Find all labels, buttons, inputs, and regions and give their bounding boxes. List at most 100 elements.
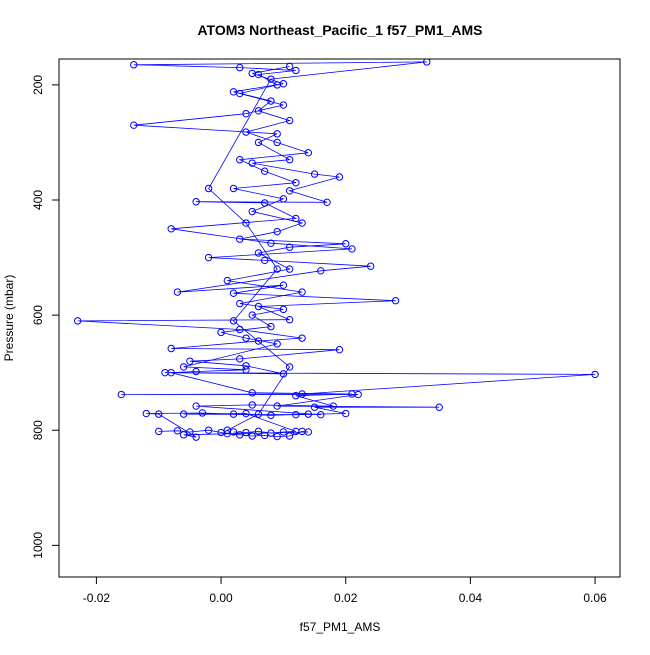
data-point — [236, 156, 244, 164]
data-point — [285, 187, 294, 195]
data-point — [130, 121, 138, 129]
data-point — [591, 370, 599, 379]
data-point — [242, 362, 250, 370]
data-point — [192, 402, 200, 410]
data-point — [273, 265, 281, 273]
data-point — [267, 97, 275, 105]
data-point — [304, 149, 313, 157]
data-point — [217, 328, 225, 337]
plot-frame — [58, 58, 621, 578]
data-point — [273, 227, 281, 236]
data-point — [229, 317, 238, 325]
data-point — [204, 426, 213, 434]
data-point — [298, 334, 306, 342]
data-point — [435, 403, 443, 411]
data-point — [179, 410, 188, 418]
data-point — [285, 316, 294, 324]
series-line — [146, 66, 353, 438]
data-point — [329, 402, 337, 410]
data-point — [236, 299, 244, 308]
data-point — [155, 427, 163, 436]
data-point — [348, 245, 356, 253]
series-line — [77, 61, 596, 434]
data-point — [236, 63, 244, 72]
data-point — [261, 431, 269, 440]
data-point — [298, 288, 306, 296]
data-point — [236, 431, 244, 439]
x-axis: -0.02 0.00 0.02 0.04 0.06 — [83, 577, 607, 605]
data-point — [173, 427, 182, 435]
x-tick-label: 0.06 — [583, 591, 607, 605]
data-point — [229, 88, 238, 96]
data-point — [242, 219, 250, 227]
data-point — [273, 340, 281, 348]
data-point — [167, 344, 175, 353]
data-point — [279, 305, 288, 314]
data-point — [179, 431, 188, 439]
x-axis-label: f57_PM1_AMS — [300, 620, 381, 634]
data-point — [242, 128, 250, 136]
data-point — [273, 138, 281, 147]
data-point — [267, 322, 275, 331]
y-tick-label: 400 — [31, 190, 45, 210]
data-point — [242, 409, 250, 418]
data-point — [335, 173, 344, 181]
data-point — [248, 69, 256, 78]
data-point — [285, 432, 294, 440]
x-tick-label: 0.00 — [209, 591, 233, 605]
data-point — [279, 370, 288, 378]
data-point — [348, 390, 356, 398]
chart-title: ATOM3 Northeast_Pacific_1 f57_PM1_AMS — [197, 22, 482, 38]
data-point — [198, 409, 207, 417]
data-point — [130, 61, 138, 69]
data-point — [292, 179, 300, 187]
data-point — [248, 389, 256, 397]
data-point — [167, 225, 175, 233]
data-point — [310, 170, 319, 178]
data-point — [254, 249, 263, 257]
data-point — [279, 281, 288, 289]
data-point — [342, 240, 350, 248]
data-point — [317, 410, 325, 419]
data-point — [254, 410, 263, 418]
y-axis: 200 400 600 800 1000 — [31, 75, 59, 559]
data-point — [279, 195, 288, 203]
data-point — [273, 402, 281, 410]
data-point — [310, 403, 319, 411]
y-axis-label: Pressure (mbar) — [2, 275, 16, 362]
data-point — [254, 427, 263, 436]
data-point — [285, 62, 294, 71]
data-point — [279, 80, 288, 88]
data-point — [236, 355, 244, 363]
data-point — [223, 276, 232, 285]
y-tick-label: 600 — [31, 305, 45, 325]
data-point — [267, 411, 275, 419]
data-point — [335, 345, 344, 354]
data-point — [254, 107, 263, 115]
data-point — [292, 66, 300, 75]
data-point — [142, 409, 150, 418]
data-point — [192, 367, 200, 376]
data-point — [304, 428, 313, 436]
data-point — [173, 288, 182, 296]
data-point — [74, 317, 82, 325]
data-point — [285, 363, 294, 371]
data-point — [391, 297, 400, 305]
data-point — [292, 392, 300, 400]
plot-clip-group — [74, 59, 599, 441]
data-point — [317, 267, 325, 275]
data-point — [117, 390, 126, 399]
data-point — [267, 239, 275, 247]
data-point — [229, 410, 238, 418]
x-tick-label: 0.02 — [334, 591, 358, 605]
data-point — [248, 159, 256, 167]
data-point — [267, 75, 275, 83]
data-point — [248, 311, 256, 319]
data-point — [423, 59, 431, 66]
data-point — [304, 410, 313, 418]
data-point — [236, 235, 244, 243]
data-point — [279, 101, 288, 109]
data-point — [342, 409, 350, 418]
